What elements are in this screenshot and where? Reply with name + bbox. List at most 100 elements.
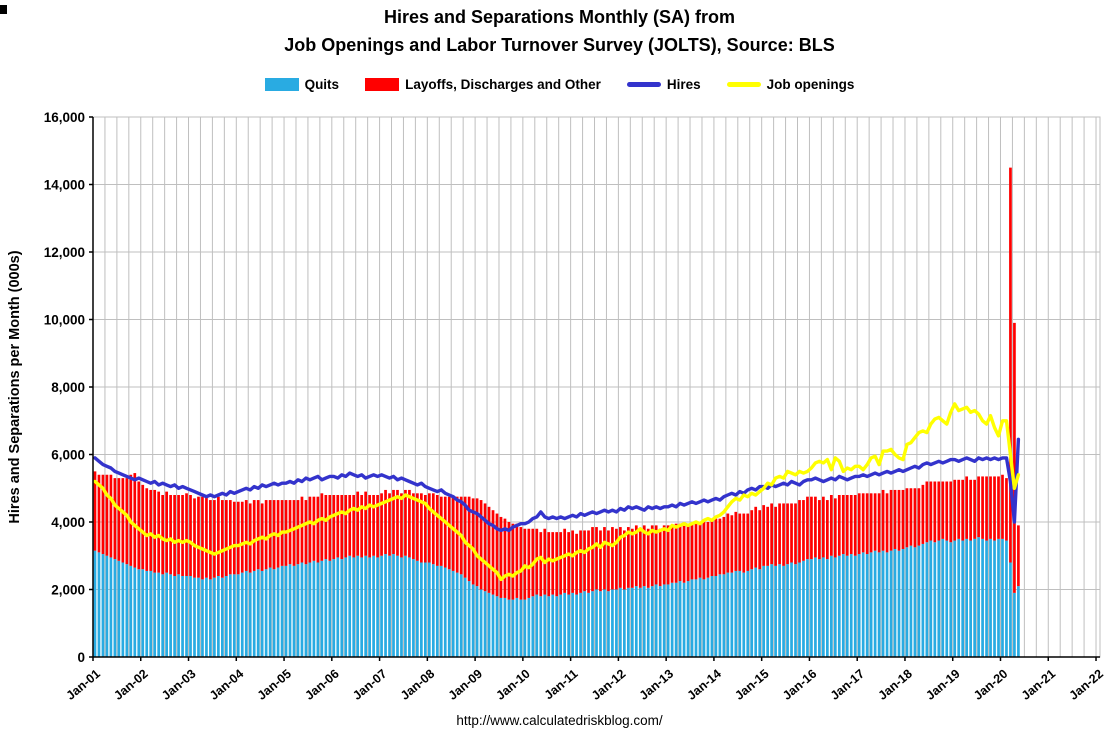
layoffs-bar	[416, 493, 419, 561]
quits-bar	[213, 577, 216, 657]
grid-lines	[92, 116, 1101, 658]
layoffs-bar	[591, 527, 594, 592]
layoffs-bar	[189, 495, 192, 576]
quits-bar	[829, 555, 833, 657]
layoffs-bar	[877, 493, 881, 553]
legend-label: Job openings	[766, 77, 855, 92]
layoffs-bar	[447, 496, 451, 570]
layoffs-bar	[400, 493, 403, 558]
layoffs-bar	[774, 506, 777, 566]
layoffs-bar	[814, 496, 817, 558]
layoffs-bar	[296, 500, 300, 565]
quits-bar	[93, 550, 97, 657]
quits-bar	[762, 565, 766, 657]
layoffs-bar	[1013, 322, 1016, 593]
layoffs-bar	[304, 500, 308, 565]
layoffs-bar	[372, 495, 375, 556]
layoffs-bar	[559, 532, 563, 595]
quits-bar	[897, 550, 901, 657]
quits-bar	[471, 584, 475, 657]
layoffs-bar	[881, 489, 885, 551]
separations-bars	[93, 167, 1020, 657]
quits-bar	[145, 570, 149, 657]
quits-bar	[368, 557, 371, 657]
layoffs-bar	[638, 528, 642, 588]
layoffs-bar	[702, 522, 706, 580]
layoffs-bar	[503, 518, 507, 598]
layoffs-bar	[897, 489, 901, 551]
layoffs-bar	[451, 496, 455, 571]
quits-bar	[376, 557, 379, 657]
quits-bar	[523, 599, 527, 657]
quits-bar	[1005, 540, 1008, 657]
layoffs-bar	[388, 493, 391, 556]
x-tick-label: Jan-04	[207, 667, 246, 703]
quits-bar	[619, 587, 622, 657]
quits-bar	[336, 557, 340, 657]
quits-bar	[463, 577, 467, 657]
quits-bar	[973, 538, 976, 657]
quits-bar	[790, 562, 793, 657]
layoffs-bar	[670, 525, 674, 583]
layoffs-bar	[376, 495, 379, 558]
quits-bar	[109, 557, 113, 657]
quits-bar	[232, 574, 236, 657]
layoffs-bar	[997, 476, 1000, 539]
quits-bar	[408, 557, 411, 657]
quits-bar	[869, 552, 873, 657]
layoffs-bar	[698, 522, 702, 578]
quits-bar	[734, 570, 738, 657]
x-tick-label: Jan-14	[685, 667, 724, 703]
quits-bar	[965, 538, 969, 657]
quits-bar	[101, 554, 105, 657]
layoffs-bar	[292, 500, 296, 566]
layoffs-bar	[985, 476, 988, 541]
layoffs-bar	[312, 496, 316, 561]
quits-bar	[1013, 592, 1016, 657]
quits-bar	[97, 552, 101, 657]
quits-bar	[977, 537, 980, 657]
layoffs-bar	[905, 488, 909, 548]
layoffs-bar	[583, 530, 586, 592]
quits-bar	[929, 540, 933, 657]
quits-bar	[997, 538, 1000, 657]
quits-bar	[798, 562, 801, 657]
quits-bar	[412, 559, 415, 657]
layoffs-bar	[662, 525, 666, 585]
layoffs-bar	[320, 493, 324, 561]
layoffs-bar	[423, 495, 427, 563]
layoffs-bar	[232, 501, 236, 575]
y-tick-label: 0	[77, 650, 85, 665]
hires-line	[93, 437, 1021, 533]
x-tick-label: Jan-17	[828, 667, 867, 703]
quits-bar	[730, 572, 734, 657]
layoffs-bar	[599, 530, 602, 592]
quits-bar	[913, 547, 917, 657]
layoffs-bar	[149, 489, 153, 571]
quits-bar	[105, 555, 109, 657]
layoffs-bar	[913, 488, 917, 548]
layoffs-bar	[766, 506, 770, 566]
quits-bar	[459, 574, 463, 657]
layoffs-bar	[185, 493, 188, 576]
quits-bar	[173, 576, 176, 657]
quits-bar	[814, 557, 817, 657]
layoffs-bar	[925, 481, 929, 543]
layoffs-bar	[101, 474, 105, 555]
layoffs-bar	[420, 493, 423, 563]
layoffs-bar	[408, 489, 411, 558]
layoffs-bar	[519, 527, 523, 600]
layoffs-bar	[567, 532, 570, 595]
quits-bar	[344, 557, 348, 657]
layoffs-bar	[742, 513, 746, 573]
x-tick-label: Jan-09	[446, 667, 485, 703]
y-tick-label: 14,000	[44, 178, 85, 193]
quits-bar	[404, 555, 407, 657]
layoffs-bar	[686, 523, 690, 582]
layoffs-bar	[336, 495, 340, 558]
layoffs-bar	[993, 476, 996, 541]
x-tick-label: Jan-13	[637, 667, 676, 703]
layoffs-bar	[770, 503, 773, 565]
layoffs-bar	[678, 523, 682, 582]
